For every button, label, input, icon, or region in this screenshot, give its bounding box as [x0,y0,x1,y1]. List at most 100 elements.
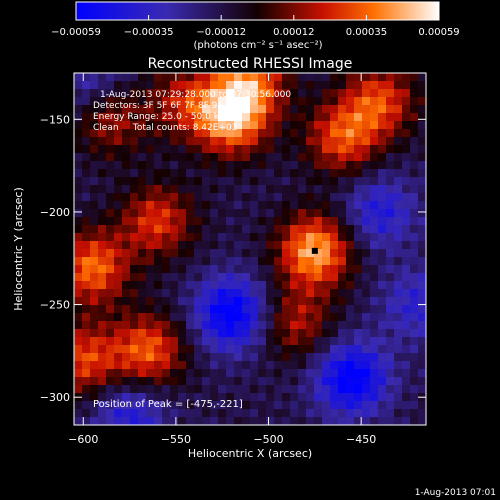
heatmap-cell [218,233,227,242]
annotation-counts: Clean Total counts: 8.42E+03 [93,123,237,133]
heatmap-cell [394,201,403,210]
heatmap-cell [218,145,227,154]
heatmap-cell [394,257,403,266]
heatmap-cell [298,353,307,362]
heatmap-cell [114,225,123,234]
heatmap-cell [162,345,171,354]
heatmap-cell [258,345,267,354]
heatmap-cell [82,337,91,346]
heatmap-cell [98,129,107,138]
heatmap-cell [194,401,203,410]
heatmap-cell [146,345,155,354]
heatmap-cell [154,289,163,298]
heatmap-cell [266,281,275,290]
heatmap-cell [394,193,403,202]
heatmap-cell [418,401,426,410]
heatmap-cell [402,305,411,314]
heatmap-cell [130,313,139,322]
heatmap-cell [146,89,155,98]
heatmap-cell [394,177,403,186]
heatmap-cell [282,289,291,298]
heatmap-cell [282,105,291,114]
heatmap-cell [266,417,275,425]
heatmap-cell [282,257,291,266]
heatmap-cell [410,153,419,162]
heatmap-cell [202,281,211,290]
heatmap-cell [290,249,299,258]
heatmap-cell [98,281,107,290]
heatmap-cell [330,249,339,258]
heatmap-cell [250,201,259,210]
heatmap-cell [242,137,251,146]
heatmap-cell [186,345,195,354]
heatmap-cell [290,345,299,354]
heatmap-cell [362,257,371,266]
heatmap-cell [162,241,171,250]
heatmap-cell [338,169,347,178]
heatmap-cell [314,201,323,210]
heatmap-cell [386,257,395,266]
heatmap-cell [146,225,155,234]
heatmap-cell [338,289,347,298]
heatmap-cell [74,401,83,410]
heatmap-cell [354,105,363,114]
heatmap-cell [394,273,403,282]
heatmap-cell [74,105,83,114]
heatmap-cell [346,217,355,226]
heatmap-cell [114,89,123,98]
heatmap-cell [314,185,323,194]
heatmap-cell [218,401,227,410]
heatmap-cell [162,209,171,218]
heatmap-cell [338,81,347,90]
heatmap-cell [298,305,307,314]
heatmap-cell [418,289,426,298]
heatmap-cell [218,273,227,282]
heatmap-cell [306,193,315,202]
heatmap-cell [338,241,347,250]
heatmap-cell [362,297,371,306]
heatmap-cell [282,97,291,106]
heatmap-cell [258,289,267,298]
heatmap-cell [74,273,83,282]
heatmap-cell [98,137,107,146]
heatmap-cell [202,97,211,106]
heatmap-cell [346,369,355,378]
heatmap-cell [154,257,163,266]
y-tick-label: −300 [40,391,70,404]
heatmap-cell [362,193,371,202]
heatmap-cell [74,89,83,98]
heatmap-cell [154,385,163,394]
heatmap-cell [394,129,403,138]
annotation-time-range: 1-Aug-2013 07:29:28.000 to 07:30:56.000 [100,90,291,100]
heatmap-cell [394,161,403,170]
heatmap-cell [106,353,115,362]
heatmap-cell [394,153,403,162]
heatmap-cell [322,297,331,306]
heatmap-cell [186,281,195,290]
heatmap-cell [306,297,315,306]
heatmap-cell [130,185,139,194]
heatmap-cell [194,233,203,242]
heatmap-cell [234,337,243,346]
heatmap-cell [274,161,283,170]
heatmap-cell [170,113,179,122]
heatmap-cell [322,137,331,146]
heatmap-cell [114,265,123,274]
heatmap-cell [226,97,235,106]
heatmap-cell [218,409,227,418]
heatmap-cell [162,321,171,330]
heatmap-cell [394,289,403,298]
heatmap-cell [218,257,227,266]
heatmap-cell [362,233,371,242]
heatmap-cell [402,97,411,106]
heatmap-cell [386,401,395,410]
heatmap-cell [322,161,331,170]
heatmap-cell [186,257,195,266]
heatmap-cell [194,121,203,130]
heatmap-cell [114,129,123,138]
heatmap-cell [226,81,235,90]
heatmap-cell [106,209,115,218]
heatmap-cell [242,105,251,114]
heatmap-cell [402,289,411,298]
heatmap-cell [234,385,243,394]
